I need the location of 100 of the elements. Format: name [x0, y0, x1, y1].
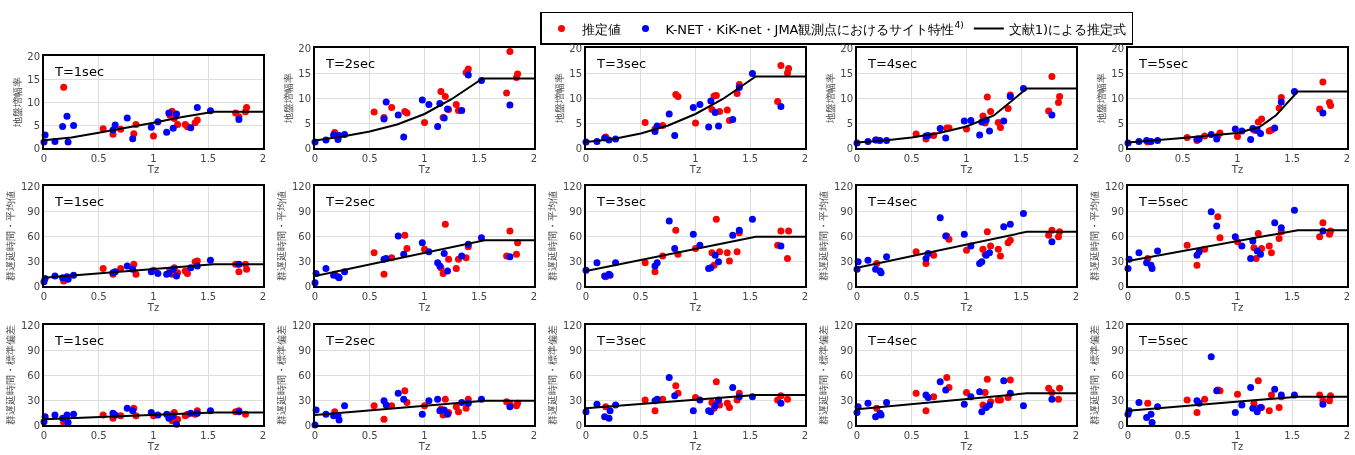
x-tick-label: 1.5	[1284, 153, 1301, 164]
y-axis-title: 群遅延時間・標準偏差	[1089, 324, 1101, 425]
y-axis-title: 群遅延時間・平均値	[547, 191, 559, 282]
y-tick-label: 10	[1111, 92, 1124, 104]
x-tick-label: 2	[1343, 153, 1351, 164]
y-tick-label: 60	[840, 369, 853, 381]
text: T=4sec	[867, 332, 918, 348]
y-axis-title: 群遅延時間・標準偏差	[818, 324, 830, 425]
x-tick-label: 0	[853, 153, 861, 164]
y-tick-label: 30	[569, 255, 582, 267]
x-tick-label: 2	[530, 153, 538, 164]
x-axis-title: Tz	[1230, 440, 1244, 452]
y-tick-label: 30	[27, 394, 40, 406]
x-tick-label: 2	[1072, 429, 1080, 441]
y-tick-label: 120	[562, 319, 582, 331]
y-tick-label: 90	[840, 344, 853, 356]
y-tick-label: 10	[27, 96, 40, 108]
y-tick-label: 60	[298, 230, 311, 242]
x-tick-label: 2	[259, 153, 267, 164]
x-tick-label: 2	[1343, 429, 1351, 441]
y-tick-label: 120	[291, 180, 311, 192]
x-tick-label: 0.5	[903, 153, 920, 164]
y-tick-label: 120	[562, 180, 582, 192]
x-tick-label: 2	[1072, 153, 1080, 164]
y-tick-label: 15	[840, 67, 853, 79]
y-tick-label: 90	[1111, 205, 1124, 217]
y-tick-label: 5	[33, 119, 40, 131]
y-tick-label: 30	[298, 255, 311, 267]
y-tick-label: 0	[1117, 419, 1124, 431]
y-tick-label: 15	[569, 67, 582, 79]
x-tick-label: 1.5	[742, 291, 759, 303]
x-tick-label: 2	[801, 291, 809, 303]
y-tick-label: 30	[298, 394, 311, 406]
y-tick-label: 0	[575, 280, 582, 292]
y-axis-title: 群遅延時間・平均値	[5, 191, 17, 282]
y-tick-label: 120	[833, 180, 853, 192]
y-tick-label: 120	[1104, 319, 1124, 331]
x-tick-label: 1	[421, 291, 428, 303]
x-axis-title: Tz	[959, 164, 973, 175]
y-tick-label: 5	[1117, 117, 1124, 129]
x-tick-label: 1	[1234, 291, 1241, 303]
y-tick-label: 0	[1117, 280, 1124, 292]
y-tick-label: 30	[1111, 255, 1124, 267]
x-tick-label: 1.5	[471, 429, 488, 441]
y-tick-label: 90	[27, 344, 40, 356]
y-axis-title: 群遅延時間・平均値	[1089, 191, 1101, 282]
text: T=5sec	[1138, 194, 1189, 210]
y-tick-label: 30	[569, 394, 582, 406]
y-tick-label: 60	[27, 230, 40, 242]
x-tick-label: 0	[311, 153, 319, 164]
x-tick-label: 1.5	[1284, 429, 1301, 441]
y-tick-label: 10	[569, 92, 582, 104]
x-tick-label: 1	[150, 429, 157, 441]
x-tick-label: 0.5	[632, 153, 649, 164]
x-tick-label: 2	[530, 291, 538, 303]
x-tick-label: 1.5	[1284, 291, 1301, 303]
y-tick-label: 0	[304, 280, 311, 292]
y-tick-label: 5	[575, 117, 582, 129]
y-tick-label: 5	[304, 117, 311, 129]
y-tick-label: 10	[298, 92, 311, 104]
text: T=2sec	[325, 332, 376, 348]
x-tick-label: 1.5	[200, 291, 217, 303]
x-tick-label: 2	[259, 429, 267, 441]
y-tick-label: 30	[840, 394, 853, 406]
legend-label: K-NET・KiK-net・JMA観測点におけるサイト特性$^{4)}$	[665, 20, 964, 37]
x-tick-label: 1	[421, 153, 428, 164]
x-axis-title: Tz	[959, 302, 973, 314]
x-tick-label: 0.5	[1174, 291, 1191, 303]
x-axis-title: Tz	[146, 302, 160, 314]
y-tick-label: 60	[840, 230, 853, 242]
x-axis-title: Tz	[688, 164, 702, 175]
y-axis-title: 群遅延時間・標準偏差	[5, 324, 17, 425]
y-axis-title: 地盤増幅率	[282, 73, 294, 124]
y-tick-label: 90	[27, 205, 40, 217]
x-tick-label: 1	[150, 291, 157, 303]
x-tick-label: 1	[150, 153, 157, 164]
y-tick-label: 90	[569, 205, 582, 217]
y-axis-title: 群遅延時間・平均値	[276, 191, 288, 282]
x-tick-label: 2	[259, 291, 267, 303]
y-tick-label: 0	[304, 419, 311, 431]
text: T=2sec	[325, 194, 376, 210]
text: T=4sec	[867, 56, 918, 71]
x-tick-label: 0.5	[361, 291, 378, 303]
x-tick-label: 1	[692, 291, 699, 303]
x-tick-label: 1	[692, 429, 699, 441]
x-axis-title: Tz	[146, 164, 160, 175]
y-tick-label: 0	[1117, 142, 1124, 154]
y-tick-label: 30	[1111, 394, 1124, 406]
y-tick-label: 20	[298, 42, 311, 54]
text: T=1sec	[54, 194, 105, 210]
x-tick-label: 0.5	[361, 429, 378, 441]
text: T=3sec	[596, 332, 647, 348]
x-tick-label: 2	[801, 153, 809, 164]
y-tick-label: 5	[846, 117, 853, 129]
y-tick-label: 90	[569, 344, 582, 356]
x-axis-title: Tz	[959, 440, 973, 452]
x-axis-title: Tz	[688, 302, 702, 314]
y-tick-label: 120	[833, 319, 853, 331]
y-tick-label: 90	[298, 205, 311, 217]
x-tick-label: 0.5	[903, 291, 920, 303]
